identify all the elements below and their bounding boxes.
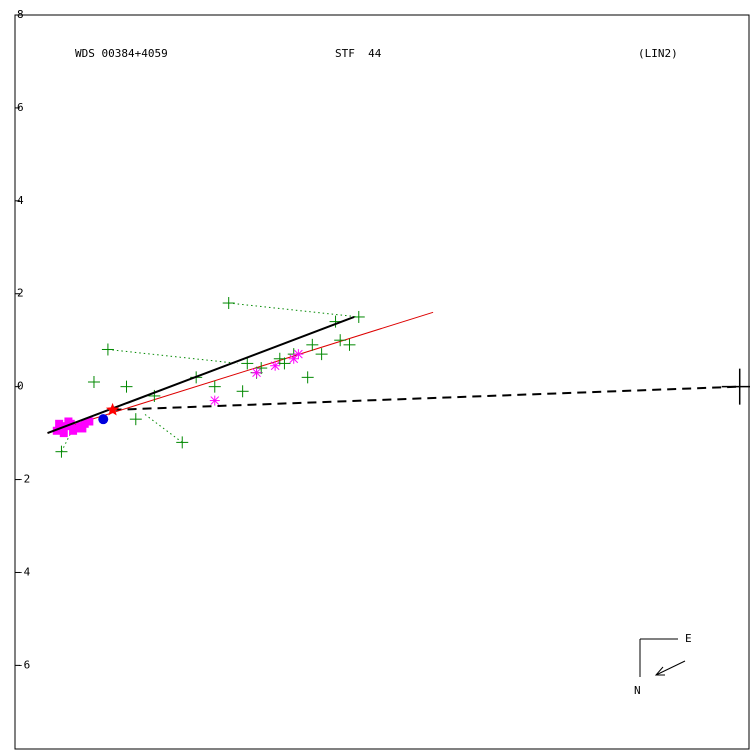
residual-link (61, 432, 72, 452)
magenta-point (270, 360, 281, 371)
observation-point (176, 436, 189, 449)
primary-star (721, 368, 750, 405)
observation-point (241, 357, 254, 370)
blue-point (98, 414, 109, 425)
y-tick-label: -2 (17, 473, 30, 486)
magenta-cluster-point (52, 426, 61, 435)
magenta-point-d2 (289, 354, 299, 364)
wds-designation: WDS 00384+4059 (75, 47, 168, 60)
observation-point (306, 338, 319, 351)
y-tick-label: -6 (17, 658, 30, 671)
magenta-point (251, 367, 262, 378)
y-tick-label: 2 (17, 287, 24, 300)
compass-north-label: N (634, 684, 641, 697)
magenta-point-d2 (210, 396, 220, 405)
y-tick-label: -4 (17, 565, 31, 578)
motion-arrow-shaft (655, 660, 686, 676)
observation-point (255, 362, 268, 375)
magenta-point (293, 349, 304, 360)
observation-point (236, 385, 249, 398)
observation-point (222, 297, 235, 310)
observation-point (55, 445, 68, 458)
magenta-cluster-point (69, 426, 78, 435)
compass-rose: E N (634, 632, 692, 697)
y-tick-label: 4 (17, 194, 24, 207)
observation-point (87, 376, 100, 388)
y-tick-label: 6 (17, 101, 24, 114)
residual-link (228, 302, 359, 318)
observation-point (129, 413, 142, 426)
primary-connector-line (112, 385, 740, 411)
observation-point (120, 380, 133, 393)
observation-point (334, 334, 347, 347)
residual-link (144, 414, 183, 443)
plot-frame (14, 14, 750, 750)
magenta-point-d2 (270, 361, 280, 371)
y-tick-labels: -6 -4 -2 0 2 4 6 8 (15, 8, 31, 671)
magenta-cluster-point (85, 417, 94, 426)
magenta-point-d2 (252, 368, 261, 378)
observation-point (101, 343, 114, 356)
observation-point (343, 338, 356, 351)
chart-marks (47, 297, 750, 458)
observation-point (273, 352, 286, 365)
current-position-star (105, 402, 120, 416)
compass-east-label: E (685, 632, 692, 645)
solution-line (47, 316, 355, 435)
observation-point (278, 357, 291, 370)
magenta-point (209, 395, 220, 406)
magenta-point (288, 353, 299, 364)
y-tick-label: 0 (17, 380, 24, 393)
motion-arrow-head (654, 666, 665, 676)
observation-point (301, 371, 314, 384)
fit-label: (LIN2) (638, 47, 678, 60)
magenta-cluster-point (55, 419, 64, 428)
observation-point (315, 348, 328, 361)
magenta-cluster-point (78, 424, 87, 433)
observation-point (352, 310, 365, 323)
residual-link (107, 348, 239, 364)
y-tick-label: 8 (17, 8, 24, 21)
discoverer-designation: STF 44 (335, 47, 382, 60)
magenta-cluster-point (64, 417, 73, 426)
magenta-cluster-point (80, 419, 89, 428)
observation-point (208, 380, 221, 393)
magenta-cluster-point (59, 429, 68, 438)
